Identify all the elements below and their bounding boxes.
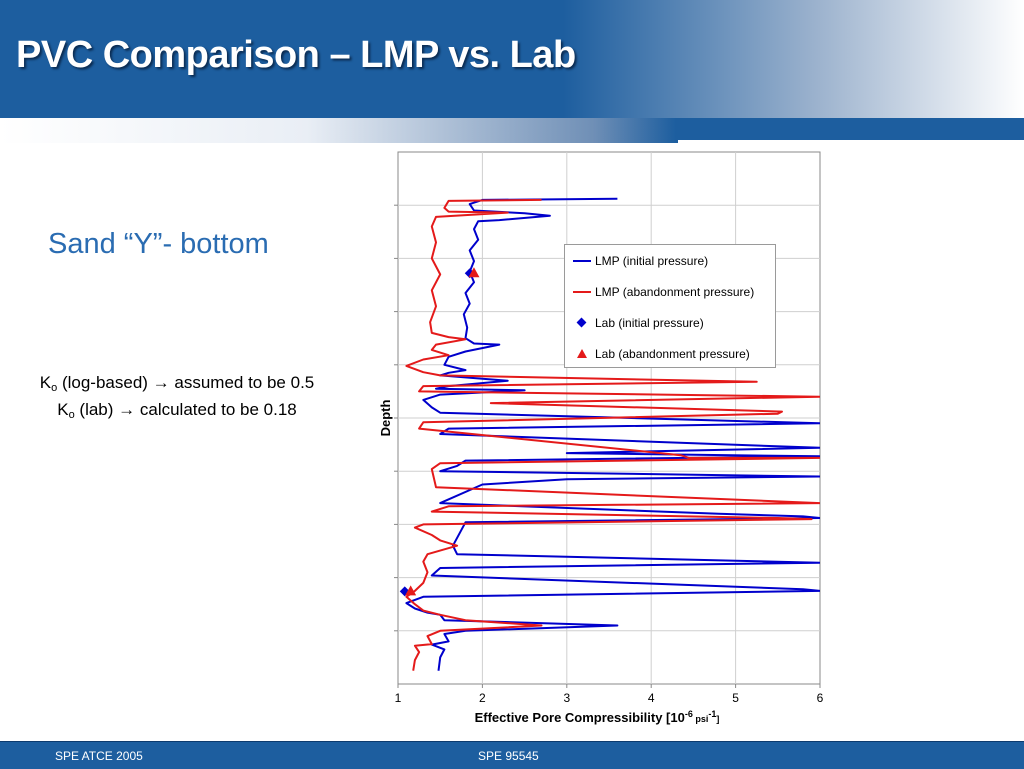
x-axis-label: Effective Pore Compressibility [10-6 psi… — [475, 709, 720, 725]
x-tick-label: 3 — [563, 691, 570, 705]
y-axis-label: Depth — [378, 400, 393, 437]
header-stripe-cap — [678, 140, 1024, 143]
ko-note-lab: Ko (lab) → calculated to be 0.18 — [14, 399, 340, 426]
ko-symbol: K — [57, 400, 69, 419]
footer-conference: SPE ATCE 2005 — [55, 749, 143, 763]
ko-subscript: o — [51, 382, 58, 394]
pvc-chart: 1 2 3 4 5 6 Depth Effective Pore Compressibilit… — [376, 148, 836, 738]
x-axis-label-sup: -6 — [685, 709, 693, 719]
header-band — [0, 0, 1024, 118]
ko-subscript: o — [68, 409, 75, 421]
footer-bar: SPE ATCE 2005 SPE 95545 — [0, 741, 1024, 769]
ko-note-log: Ko (log-based) → assumed to be 0.5 — [14, 372, 340, 399]
x-tick-label: 1 — [395, 691, 402, 705]
x-tick-label: 2 — [479, 691, 486, 705]
chart-canvas: 1 2 3 4 5 6 Depth Effective Pore Compressibilit… — [378, 151, 824, 725]
legend-item-lmp-initial: LMP (initial pressure) — [573, 253, 708, 269]
x-tick-label: 5 — [732, 691, 739, 705]
x-axis-label-sup: -1 — [708, 709, 716, 719]
x-axis-label-main: Effective Pore Compressibility [10 — [475, 710, 685, 725]
marker-lab-initial — [399, 586, 410, 597]
legend-line-blue — [573, 260, 591, 262]
marker-lab-abandonment — [405, 585, 417, 596]
legend-label: Lab (abandonment pressure) — [595, 347, 750, 361]
series-line-lmp-abandonment — [405, 198, 820, 671]
x-tick-label: 4 — [648, 691, 655, 705]
chart-legend: LMP (initial pressure) LMP (abandonment … — [564, 244, 776, 368]
ko-symbol: K — [39, 373, 52, 392]
diamond-marker-icon — [576, 317, 587, 328]
marker-lab-abandonment — [468, 267, 480, 278]
legend-line-red — [573, 291, 591, 293]
slide-subtitle: Sand “Y”- bottom — [48, 228, 269, 260]
ko-notes: Ko (log-based) → assumed to be 0.5 Ko (l… — [14, 372, 340, 426]
legend-item-lab-initial: Lab (initial pressure) — [573, 315, 704, 331]
x-axis-label-end: ] — [716, 714, 719, 724]
ko-note-text: (lab) → calculated to be 0.18 — [74, 400, 297, 419]
legend-label: Lab (initial pressure) — [595, 316, 704, 330]
triangle-marker-icon — [577, 349, 587, 358]
x-tick-label: 6 — [817, 691, 824, 705]
legend-label: LMP (initial pressure) — [595, 254, 709, 268]
legend-item-lmp-abandonment: LMP (abandonment pressure) — [573, 284, 754, 300]
slide-title: PVC Comparison – LMP vs. Lab — [16, 34, 576, 76]
legend-item-lab-abandonment: Lab (abandonment pressure) — [573, 346, 750, 362]
header-stripe — [0, 118, 1024, 143]
x-axis-label-unit: psi — [693, 714, 709, 724]
ko-note-text: (log-based) → assumed to be 0.5 — [57, 373, 315, 392]
legend-label: LMP (abandonment pressure) — [595, 285, 755, 299]
footer-paper-number: SPE 95545 — [478, 749, 539, 763]
